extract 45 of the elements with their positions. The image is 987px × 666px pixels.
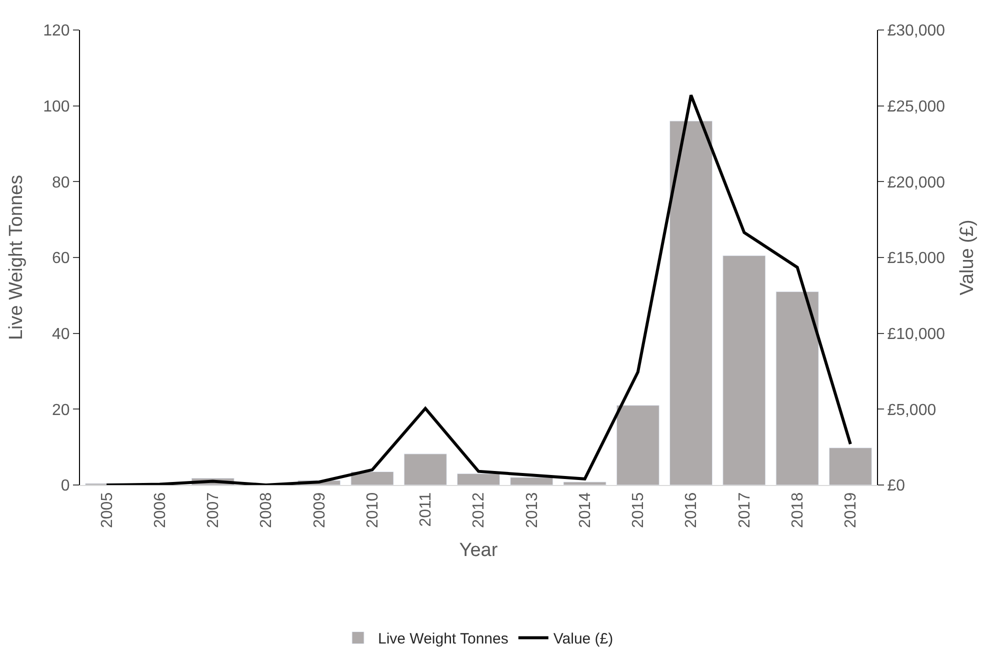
y-tick-label: 0 — [60, 478, 70, 495]
y2-tick-label: £20,000 — [887, 174, 946, 192]
y-tick-label: 40 — [52, 326, 70, 343]
x-tick-label: 2013 — [524, 492, 541, 528]
y2-tick-label: £0 — [887, 478, 906, 495]
bar — [510, 477, 554, 485]
bar — [670, 120, 713, 485]
y-axis-title: Live Weight Tonnes — [6, 174, 27, 340]
y2-axis-title: Value (£) — [956, 220, 978, 296]
y2-tick-label: £15,000 — [887, 250, 946, 268]
line-series — [105, 94, 852, 485]
bar — [563, 482, 606, 485]
y-tick-label: 120 — [43, 22, 70, 40]
legend-label: Value (£) — [553, 630, 614, 648]
x-tick-label: 2015 — [630, 492, 648, 528]
bar — [404, 454, 447, 485]
bar — [350, 471, 394, 485]
x-tick-label: 2014 — [576, 492, 594, 528]
y-tick-label: 80 — [52, 174, 70, 192]
x-tick-label: 2008 — [258, 492, 276, 528]
x-tick-label: 2007 — [205, 492, 222, 528]
x-tick-label: 2011 — [418, 492, 435, 527]
x-tick-label: 2019 — [842, 492, 860, 528]
y2-tick-label: £5,000 — [887, 402, 936, 419]
bar — [616, 405, 660, 485]
x-tick-label: 2009 — [311, 492, 328, 528]
x-tick-label: 2017 — [736, 492, 754, 528]
bar — [457, 473, 500, 485]
x-tick-label: 2016 — [683, 492, 700, 528]
x-tick-label: 2006 — [152, 492, 169, 528]
bar — [722, 255, 766, 485]
x-tick-label: 2005 — [98, 492, 116, 528]
y2-tick-label: £30,000 — [887, 22, 946, 40]
x-tick-label: 2018 — [790, 492, 806, 528]
y2-tick-label: £25,000 — [887, 98, 946, 116]
bar — [776, 291, 819, 485]
x-tick-label: 2010 — [364, 492, 382, 528]
legend-label: Live Weight Tonnes — [378, 630, 508, 648]
y-tick-label: 60 — [52, 250, 70, 268]
y-tick-label: 100 — [43, 98, 70, 116]
bar — [828, 448, 872, 485]
x-tick-label: 2012 — [470, 492, 488, 528]
y2-tick-label: £10,000 — [887, 326, 946, 343]
x-axis-title: Year — [459, 540, 498, 561]
y-tick-label: 20 — [52, 402, 70, 419]
